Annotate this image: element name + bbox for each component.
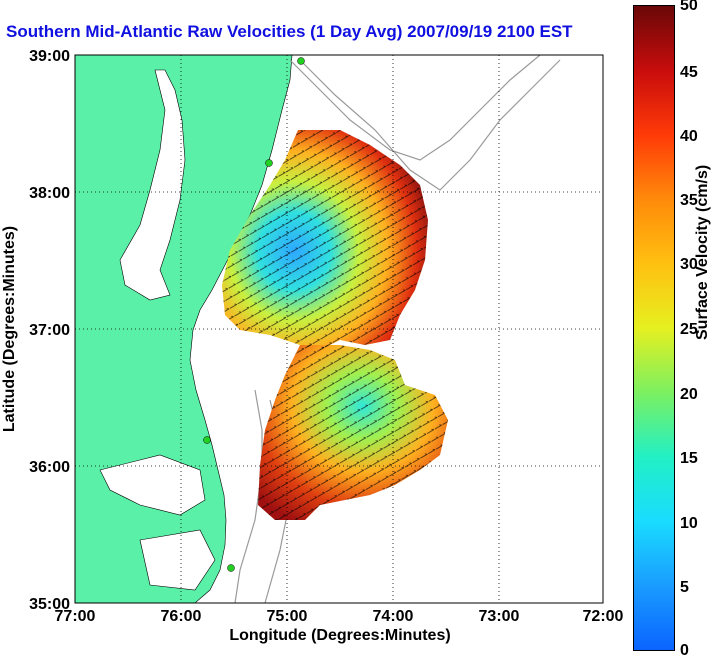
x-tick-label: 72:00 (583, 608, 624, 625)
x-tick-label: 76:00 (161, 608, 202, 625)
albemarle-sound (99, 454, 206, 516)
colorbar-tick: 45 (680, 64, 698, 81)
station-marker (297, 57, 305, 65)
y-axis-label: Latitude (Degrees:Minutes) (1, 226, 18, 432)
bathymetry-contour (289, 54, 541, 161)
pamlico-sound (139, 529, 216, 591)
bathymetry-contour (299, 59, 561, 191)
colorbar-tick: 30 (680, 256, 698, 273)
colorbar-tick: 10 (680, 515, 698, 532)
x-tick-label: 74:00 (373, 608, 414, 625)
y-tick-label: 38:00 (29, 185, 70, 202)
colorbar-tick: 40 (680, 128, 698, 145)
chesapeake-bay (119, 69, 186, 301)
y-tick-label: 36:00 (29, 459, 70, 476)
y-tick-label: 35:00 (29, 596, 70, 613)
grid-lines (75, 55, 603, 603)
colorbar-tick: 0 (680, 642, 689, 659)
x-tick-label: 77:00 (55, 608, 96, 625)
colorbar-tick: 35 (680, 192, 698, 209)
y-tick-label: 39:00 (29, 48, 70, 65)
colorbar-tick: 25 (680, 321, 698, 338)
colorbar-tick: 15 (680, 450, 698, 467)
colorbar-label: Surface Velocity (cm/s) (694, 164, 711, 340)
chart-title: Southern Mid-Atlantic Raw Velocities (1 … (6, 22, 573, 41)
colorbar-tick: 50 (680, 0, 698, 14)
velocity-vectors-north (222, 130, 428, 350)
station-marker (227, 564, 235, 572)
velocity-vectors-south (258, 345, 448, 520)
x-tick-label: 73:00 (479, 608, 520, 625)
colorbar-tick: 20 (680, 386, 698, 403)
x-tick-label: 75:00 (267, 608, 308, 625)
x-axis-label: Longitude (Degrees:Minutes) (229, 627, 450, 644)
y-tick-label: 37:00 (29, 322, 70, 339)
colorbar-tick: 5 (680, 579, 689, 596)
station-marker (203, 436, 211, 444)
colorbar (633, 5, 675, 651)
station-marker (265, 159, 273, 167)
